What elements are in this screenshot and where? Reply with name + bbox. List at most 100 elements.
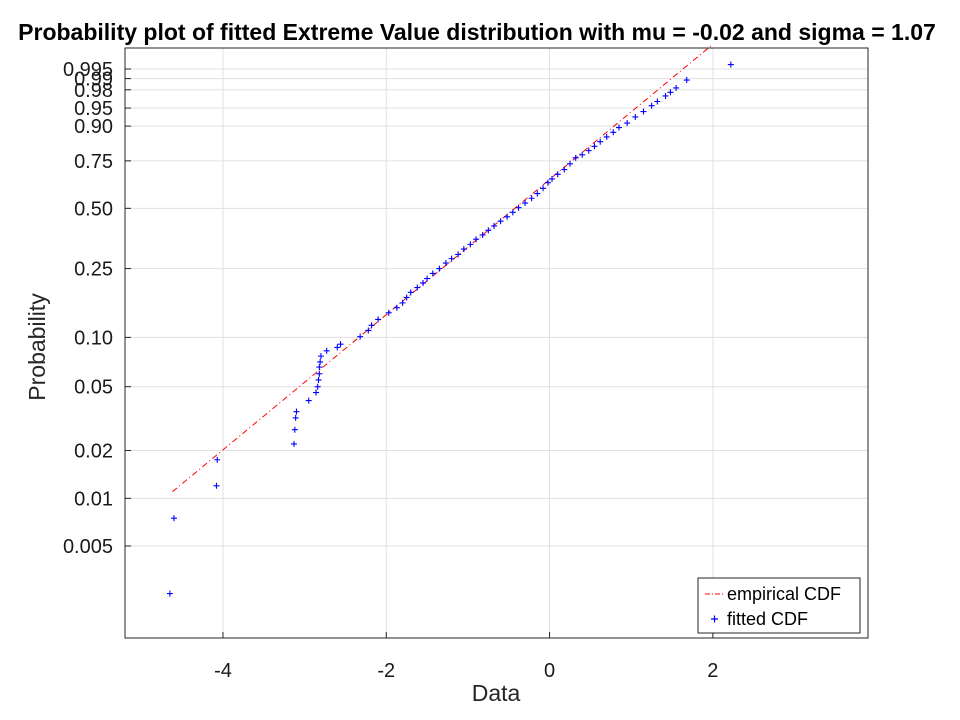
fitted-cdf-marker <box>313 389 320 396</box>
fitted-cdf-marker <box>654 98 661 105</box>
legend: empirical CDF fitted CDF <box>697 577 861 634</box>
fitted-cdf-marker <box>632 113 639 120</box>
fitted-cdf-marker <box>591 143 598 150</box>
fitted-cdf-marker <box>170 515 177 522</box>
x-tick-label: -2 <box>377 660 395 682</box>
fitted-cdf-marker <box>597 138 604 145</box>
x-axis-label: Data <box>472 680 521 706</box>
fitted-cdf-marker <box>436 265 443 272</box>
fitted-cdf-marker <box>554 171 561 178</box>
fitted-cdf-marker <box>214 456 221 463</box>
y-tick-label: 0.50 <box>74 198 113 220</box>
y-tick-label: 0.75 <box>74 151 113 173</box>
fitted-cdf-marker <box>399 299 406 306</box>
fitted-cdf-marker <box>414 284 421 291</box>
fitted-cdf-marker <box>460 246 467 253</box>
fitted-cdf-marker <box>293 408 300 415</box>
fitted-cdf-marker <box>615 124 622 131</box>
data-markers <box>166 61 734 597</box>
y-tick-label: 0.02 <box>74 441 113 463</box>
fitted-cdf-marker <box>213 482 220 489</box>
fitted-cdf-marker <box>662 92 669 99</box>
chart-title: Probability plot of fitted Extreme Value… <box>18 19 936 45</box>
fitted-cdf-marker <box>317 358 324 365</box>
fitted-cdf-marker <box>393 304 400 311</box>
fitted-cdf-marker <box>442 260 449 267</box>
fitted-cdf-marker <box>549 175 556 182</box>
y-tick-label: 0.10 <box>74 327 113 349</box>
fitted-cdf-marker <box>357 333 364 340</box>
fitted-cdf-marker <box>479 231 486 238</box>
fitted-cdf-marker <box>667 89 674 96</box>
fitted-cdf-marker <box>491 222 498 229</box>
fitted-cdf-marker <box>315 376 322 383</box>
fitted-cdf-marker <box>673 84 680 91</box>
fitted-cdf-marker <box>403 294 410 301</box>
fitted-cdf-marker <box>314 383 321 390</box>
fitted-cdf-marker <box>648 102 655 109</box>
fitted-cdf-marker <box>317 353 324 360</box>
y-tick-label: 0.25 <box>74 259 113 281</box>
fitted-cdf-marker <box>610 129 617 136</box>
x-axis-ticks: -4 -2 0 2 <box>214 632 718 682</box>
fit-line-layer <box>172 43 714 493</box>
fitted-cdf-marker <box>561 166 568 173</box>
fitted-cdf-marker <box>291 440 298 447</box>
fitted-cdf-marker <box>420 279 427 286</box>
fitted-cdf-marker <box>603 133 610 140</box>
fitted-cdf-marker <box>166 590 173 597</box>
fitted-cdf-marker <box>385 309 392 316</box>
fitted-cdf-marker <box>624 120 631 127</box>
legend-box <box>697 577 861 634</box>
fitted-cdf-marker <box>515 204 522 211</box>
y-tick-label: 0.005 <box>63 536 113 558</box>
fitted-cdf-marker <box>365 327 372 334</box>
fitted-cdf-marker <box>407 289 414 296</box>
fitted-cdf-marker <box>572 154 579 161</box>
fitted-cdf-marker <box>429 270 436 277</box>
fitted-cdf-marker <box>585 147 592 154</box>
fitted-cdf-marker <box>509 209 516 216</box>
fitted-cdf-marker <box>579 151 586 158</box>
fitted-cdf-marker <box>305 397 312 404</box>
fitted-cdf-marker <box>375 316 382 323</box>
y-tick-label: 0.99 <box>74 69 113 91</box>
empirical-cdf-line <box>172 43 714 493</box>
fitted-cdf-marker <box>727 61 734 68</box>
fitted-cdf-marker <box>455 251 462 258</box>
fitted-cdf-marker <box>467 241 474 248</box>
y-tick-label: 0.95 <box>74 98 113 120</box>
fitted-cdf-marker <box>534 190 541 197</box>
plot-area-border <box>124 47 869 639</box>
fitted-cdf-marker <box>522 200 529 207</box>
fitted-cdf-marker <box>334 344 341 351</box>
fitted-cdf-marker <box>448 255 455 262</box>
legend-fitted-swatch <box>711 615 718 623</box>
fitted-cdf-marker <box>337 341 344 348</box>
legend-empirical-label: empirical CDF <box>727 584 841 604</box>
fitted-cdf-marker <box>291 426 298 433</box>
legend-fitted-label: fitted CDF <box>727 609 808 629</box>
y-tick-label: 0.98 <box>74 80 113 102</box>
fitted-cdf-marker <box>368 322 375 329</box>
x-tick-label: 0 <box>544 660 555 682</box>
x-tick-label: 2 <box>707 660 718 682</box>
y-tick-label: 0.995 <box>63 59 113 81</box>
fitted-cdf-marker <box>504 213 511 220</box>
fitted-cdf-marker <box>497 218 504 225</box>
fitted-cdf-marker <box>316 364 323 371</box>
fitted-cdf-marker <box>683 77 690 84</box>
fitted-cdf-marker <box>292 414 299 421</box>
fitted-cdf-marker <box>485 227 492 234</box>
fitted-cdf-marker <box>424 275 431 282</box>
y-tick-label: 0.90 <box>74 116 113 138</box>
fitted-cdf-marker <box>540 185 547 192</box>
y-tick-label: 0.05 <box>74 377 113 399</box>
fitted-cdf-marker <box>566 160 573 167</box>
fitted-cdf-marker <box>640 108 647 115</box>
fitted-cdf-marker <box>316 370 323 377</box>
fitted-cdf-marker <box>528 195 535 202</box>
y-axis-ticks: 0.0050.010.020.050.100.250.500.750.900.9… <box>63 59 131 558</box>
y-tick-label: 0.01 <box>74 488 113 510</box>
